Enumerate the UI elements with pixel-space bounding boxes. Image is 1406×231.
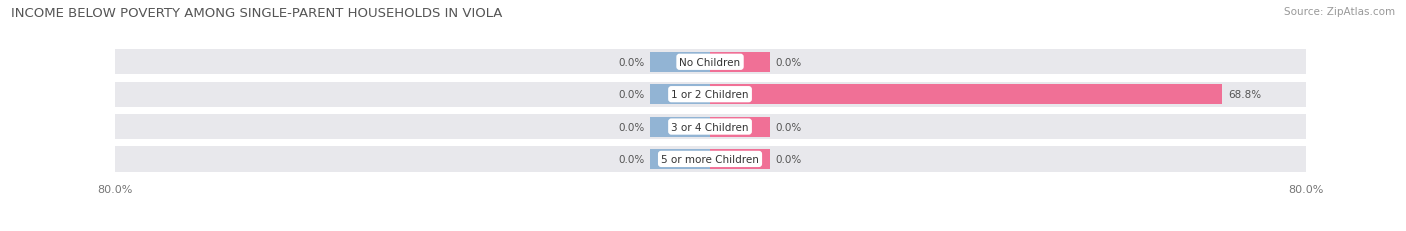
- Text: 0.0%: 0.0%: [776, 122, 801, 132]
- Bar: [710, 85, 1222, 105]
- Text: 5 or more Children: 5 or more Children: [661, 154, 759, 164]
- Text: 3 or 4 Children: 3 or 4 Children: [671, 122, 749, 132]
- Text: 0.0%: 0.0%: [619, 90, 644, 100]
- Text: INCOME BELOW POVERTY AMONG SINGLE-PARENT HOUSEHOLDS IN VIOLA: INCOME BELOW POVERTY AMONG SINGLE-PARENT…: [11, 7, 502, 20]
- Text: Source: ZipAtlas.com: Source: ZipAtlas.com: [1284, 7, 1395, 17]
- Bar: [651, 149, 710, 169]
- Bar: [710, 117, 769, 137]
- Bar: [651, 52, 710, 73]
- Text: 1 or 2 Children: 1 or 2 Children: [671, 90, 749, 100]
- Text: 68.8%: 68.8%: [1227, 90, 1261, 100]
- Text: No Children: No Children: [679, 58, 741, 67]
- Bar: [114, 50, 1306, 75]
- Bar: [114, 82, 1306, 107]
- Text: 0.0%: 0.0%: [619, 58, 644, 67]
- Bar: [114, 147, 1306, 172]
- Text: 0.0%: 0.0%: [776, 58, 801, 67]
- Bar: [651, 117, 710, 137]
- Text: 0.0%: 0.0%: [619, 154, 644, 164]
- Text: 0.0%: 0.0%: [619, 122, 644, 132]
- Bar: [710, 52, 769, 73]
- Bar: [710, 149, 769, 169]
- Bar: [651, 85, 710, 105]
- Text: 0.0%: 0.0%: [776, 154, 801, 164]
- Bar: [114, 114, 1306, 140]
